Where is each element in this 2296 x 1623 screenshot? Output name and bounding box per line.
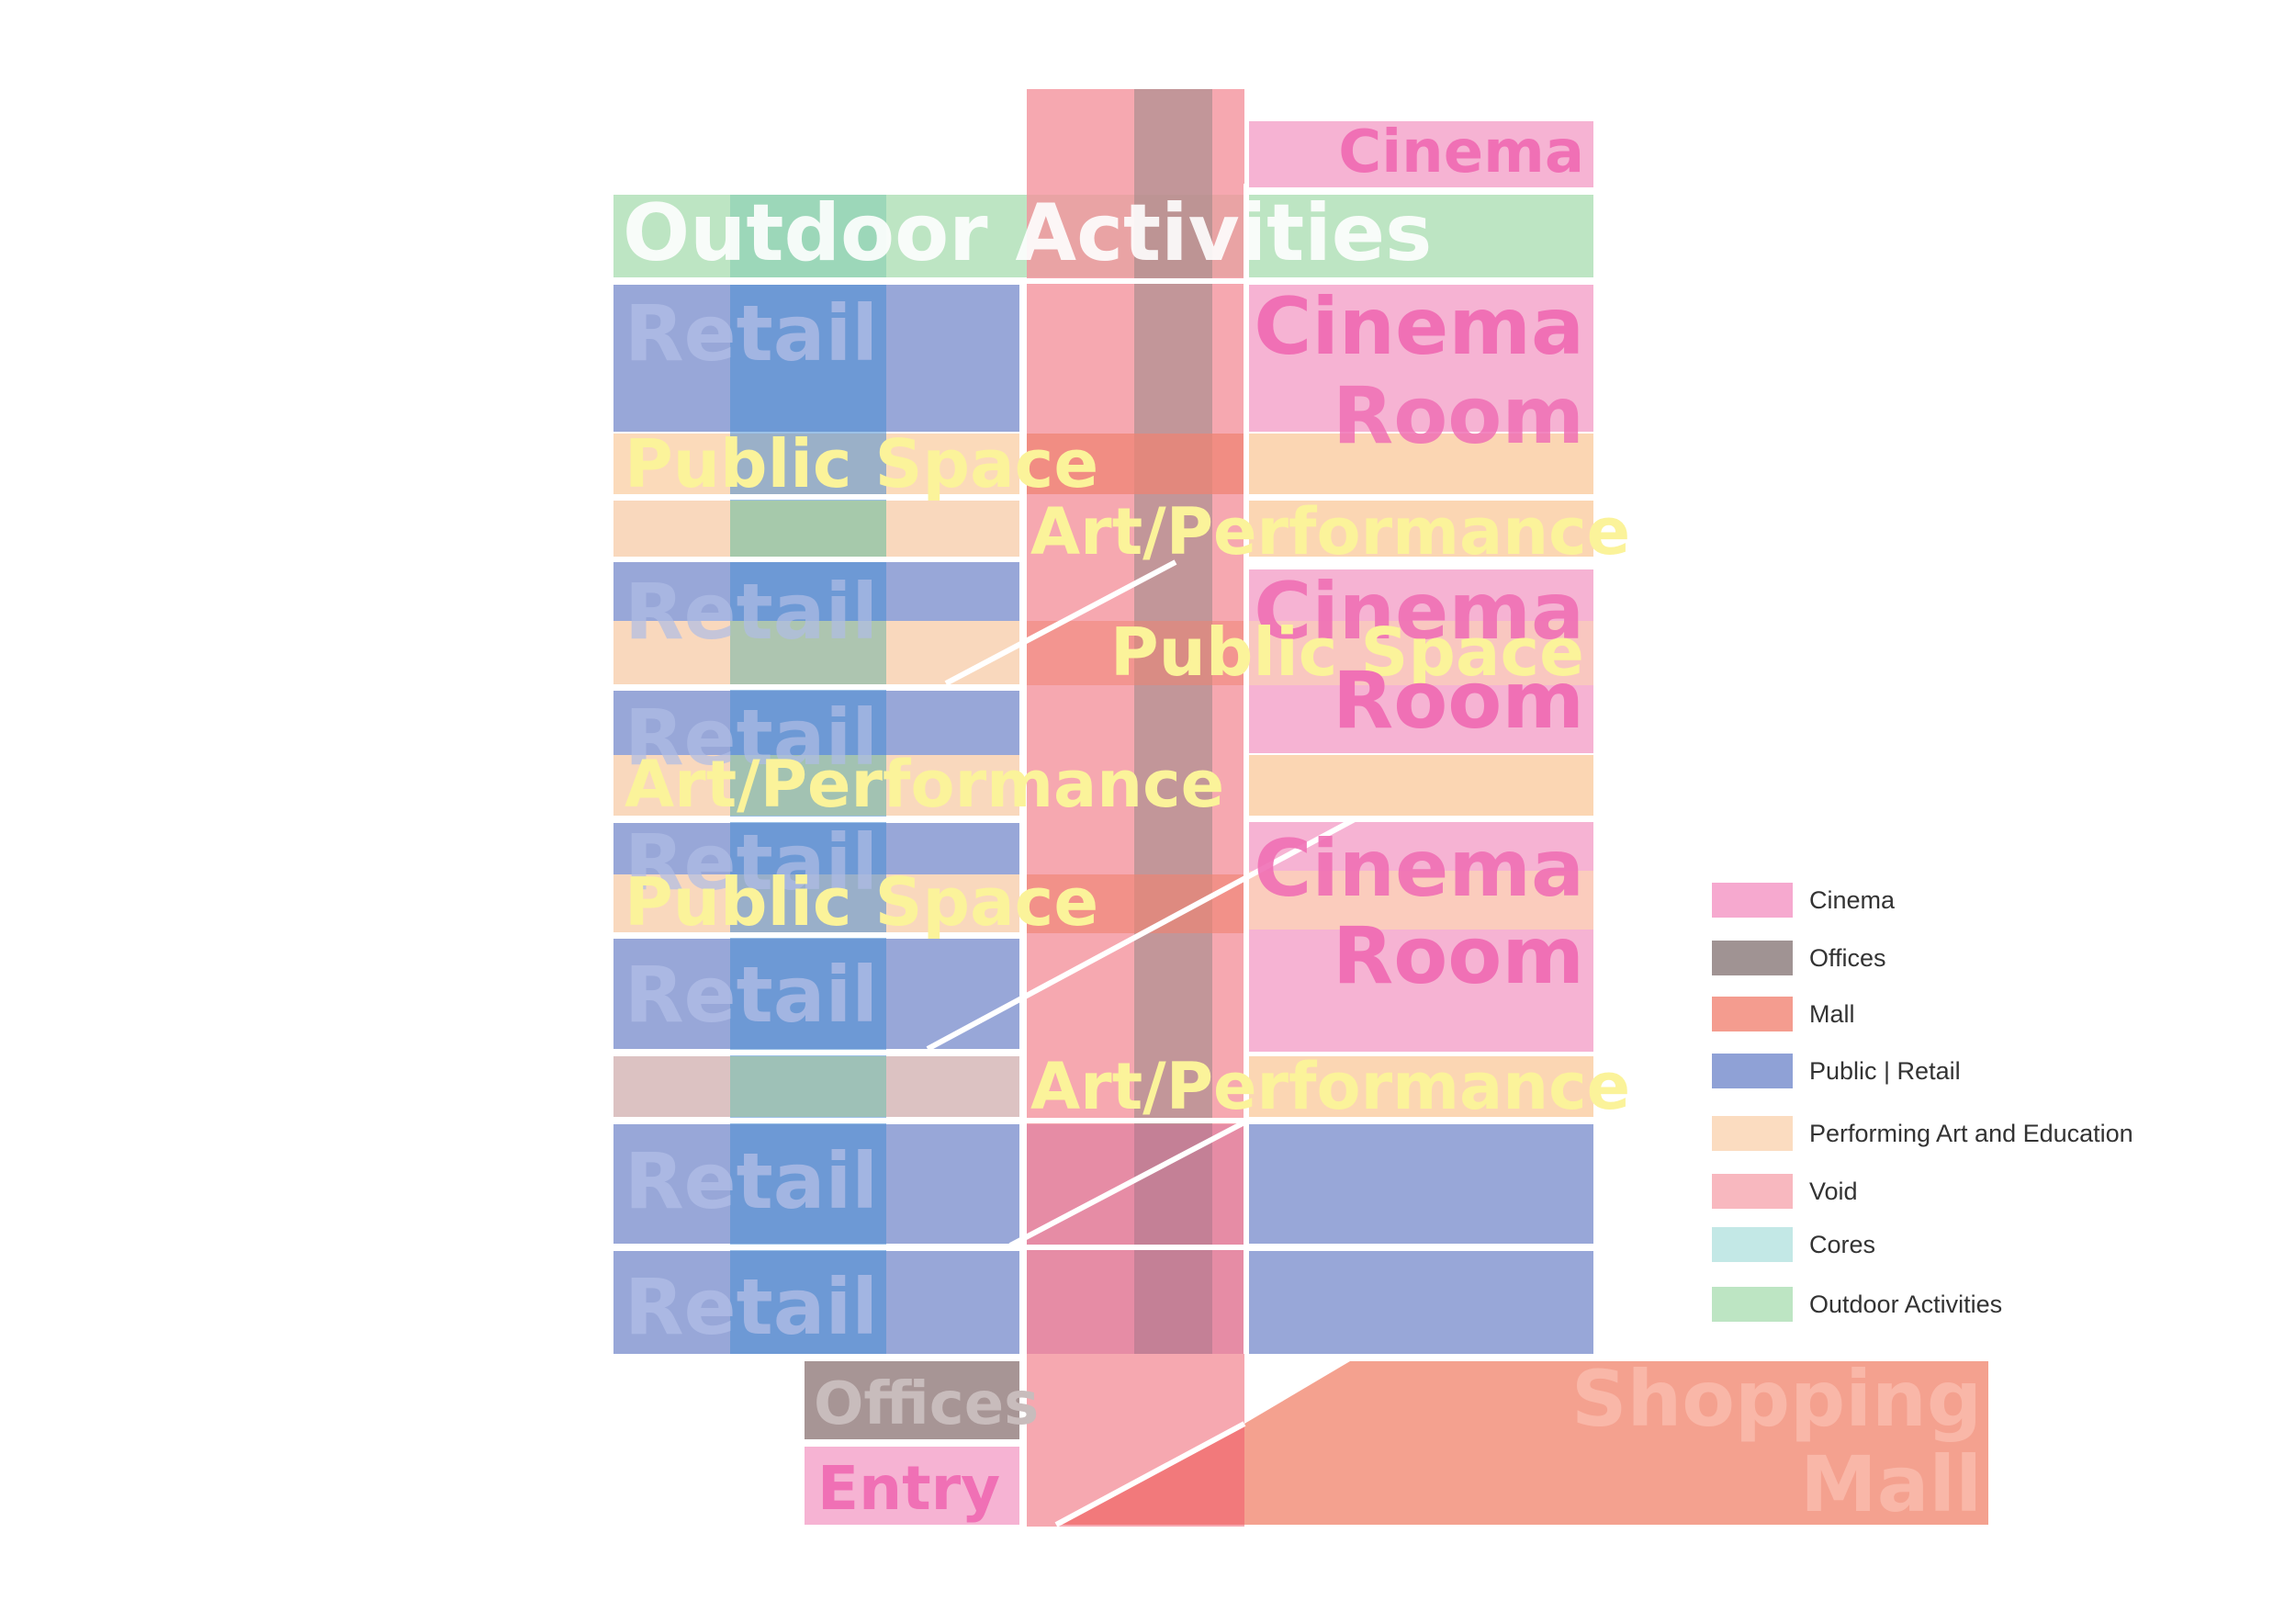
performing-band	[1249, 755, 1593, 816]
retail-label: Retail	[625, 1262, 878, 1352]
cinema-room-label: Cinema	[1254, 281, 1584, 373]
retail-block	[1249, 1251, 1593, 1354]
retail-label: Retail	[625, 950, 878, 1040]
legend-swatch	[1712, 1054, 1793, 1088]
core-green-overlay	[730, 1056, 886, 1117]
legend-swatch	[1712, 1116, 1793, 1151]
legend-label: Void	[1809, 1178, 1858, 1205]
performing-band	[1249, 871, 1593, 930]
public-space-label: Public Space	[625, 863, 1098, 941]
legend-label: Offices	[1809, 944, 1886, 972]
retail-block	[1249, 1124, 1593, 1244]
legend: Cinema Offices Mall Public | Retail Performi…	[1712, 883, 2133, 1322]
legend-label: Performing Art and Education	[1809, 1120, 2133, 1147]
performing-band	[1249, 1056, 1593, 1117]
offices-block	[805, 1361, 1021, 1439]
legend-swatch	[1712, 1174, 1793, 1209]
cinema-room-label: Cinema	[1254, 823, 1584, 915]
mall-band	[1027, 874, 1244, 933]
art-performance-label: Art/Performance	[625, 747, 1224, 822]
legend-label: Cores	[1809, 1231, 1875, 1258]
entry-label: Entry	[817, 1453, 1000, 1524]
cinema-room-label: Cinema	[1254, 566, 1584, 658]
floor-lines	[613, 184, 1593, 1527]
mall-band	[1027, 621, 1244, 685]
public-space-label: Public Space	[1110, 614, 1584, 691]
legend-label: Public | Retail	[1809, 1057, 1961, 1085]
legend-swatch	[1712, 941, 1793, 975]
cinema-room-block	[1249, 822, 1593, 1052]
legend-swatch	[1712, 883, 1793, 918]
room-label: Room	[1333, 370, 1584, 462]
legend-swatch	[1712, 1227, 1793, 1262]
offices-label: Offices	[814, 1370, 1039, 1438]
performing-band	[1249, 501, 1593, 558]
public-space-label: Public Space	[625, 425, 1098, 502]
cinema-room-block	[1249, 285, 1593, 432]
legend-label: Outdoor Activities	[1809, 1291, 2002, 1318]
labels: Cinema Outdoor Activities Retail Cinema …	[623, 118, 1982, 1529]
cinema-top-label: Cinema	[1338, 118, 1584, 186]
retail-label: Retail	[625, 693, 878, 783]
performing-band	[1249, 434, 1593, 494]
core-green-overlay	[730, 501, 886, 558]
performing-band	[1249, 621, 1593, 685]
cinema-block	[1249, 121, 1593, 187]
legend-swatch	[1712, 1287, 1793, 1322]
mall-band	[1027, 434, 1244, 494]
retail-label: Retail	[625, 817, 878, 907]
legend-label: Cinema	[1809, 886, 1896, 914]
shopping-mall-block	[1244, 1361, 1988, 1525]
outdoor-activities-label: Outdoor Activities	[623, 187, 1432, 279]
entry-block	[805, 1447, 1021, 1525]
room-label: Room	[1333, 910, 1584, 1002]
core-outdoor-overlay	[730, 195, 886, 277]
retail-label: Retail	[625, 1136, 878, 1226]
retail-label: Retail	[625, 288, 878, 378]
legend-label: Mall	[1809, 1000, 1855, 1028]
core-green-overlay	[730, 755, 886, 816]
mall-band	[1027, 1124, 1244, 1354]
core-green-overlay	[730, 621, 886, 685]
room-label: Room	[1333, 655, 1584, 747]
art-performance-label: Art/Performance	[1030, 494, 1630, 569]
legend-swatch	[1712, 997, 1793, 1031]
shopping-label: Shopping	[1571, 1354, 1982, 1444]
mall-label: Mall	[1800, 1439, 1982, 1529]
art-performance-label: Art/Performance	[1030, 1049, 1630, 1124]
retail-label: Retail	[625, 567, 878, 657]
right-floors	[1249, 121, 1593, 1354]
